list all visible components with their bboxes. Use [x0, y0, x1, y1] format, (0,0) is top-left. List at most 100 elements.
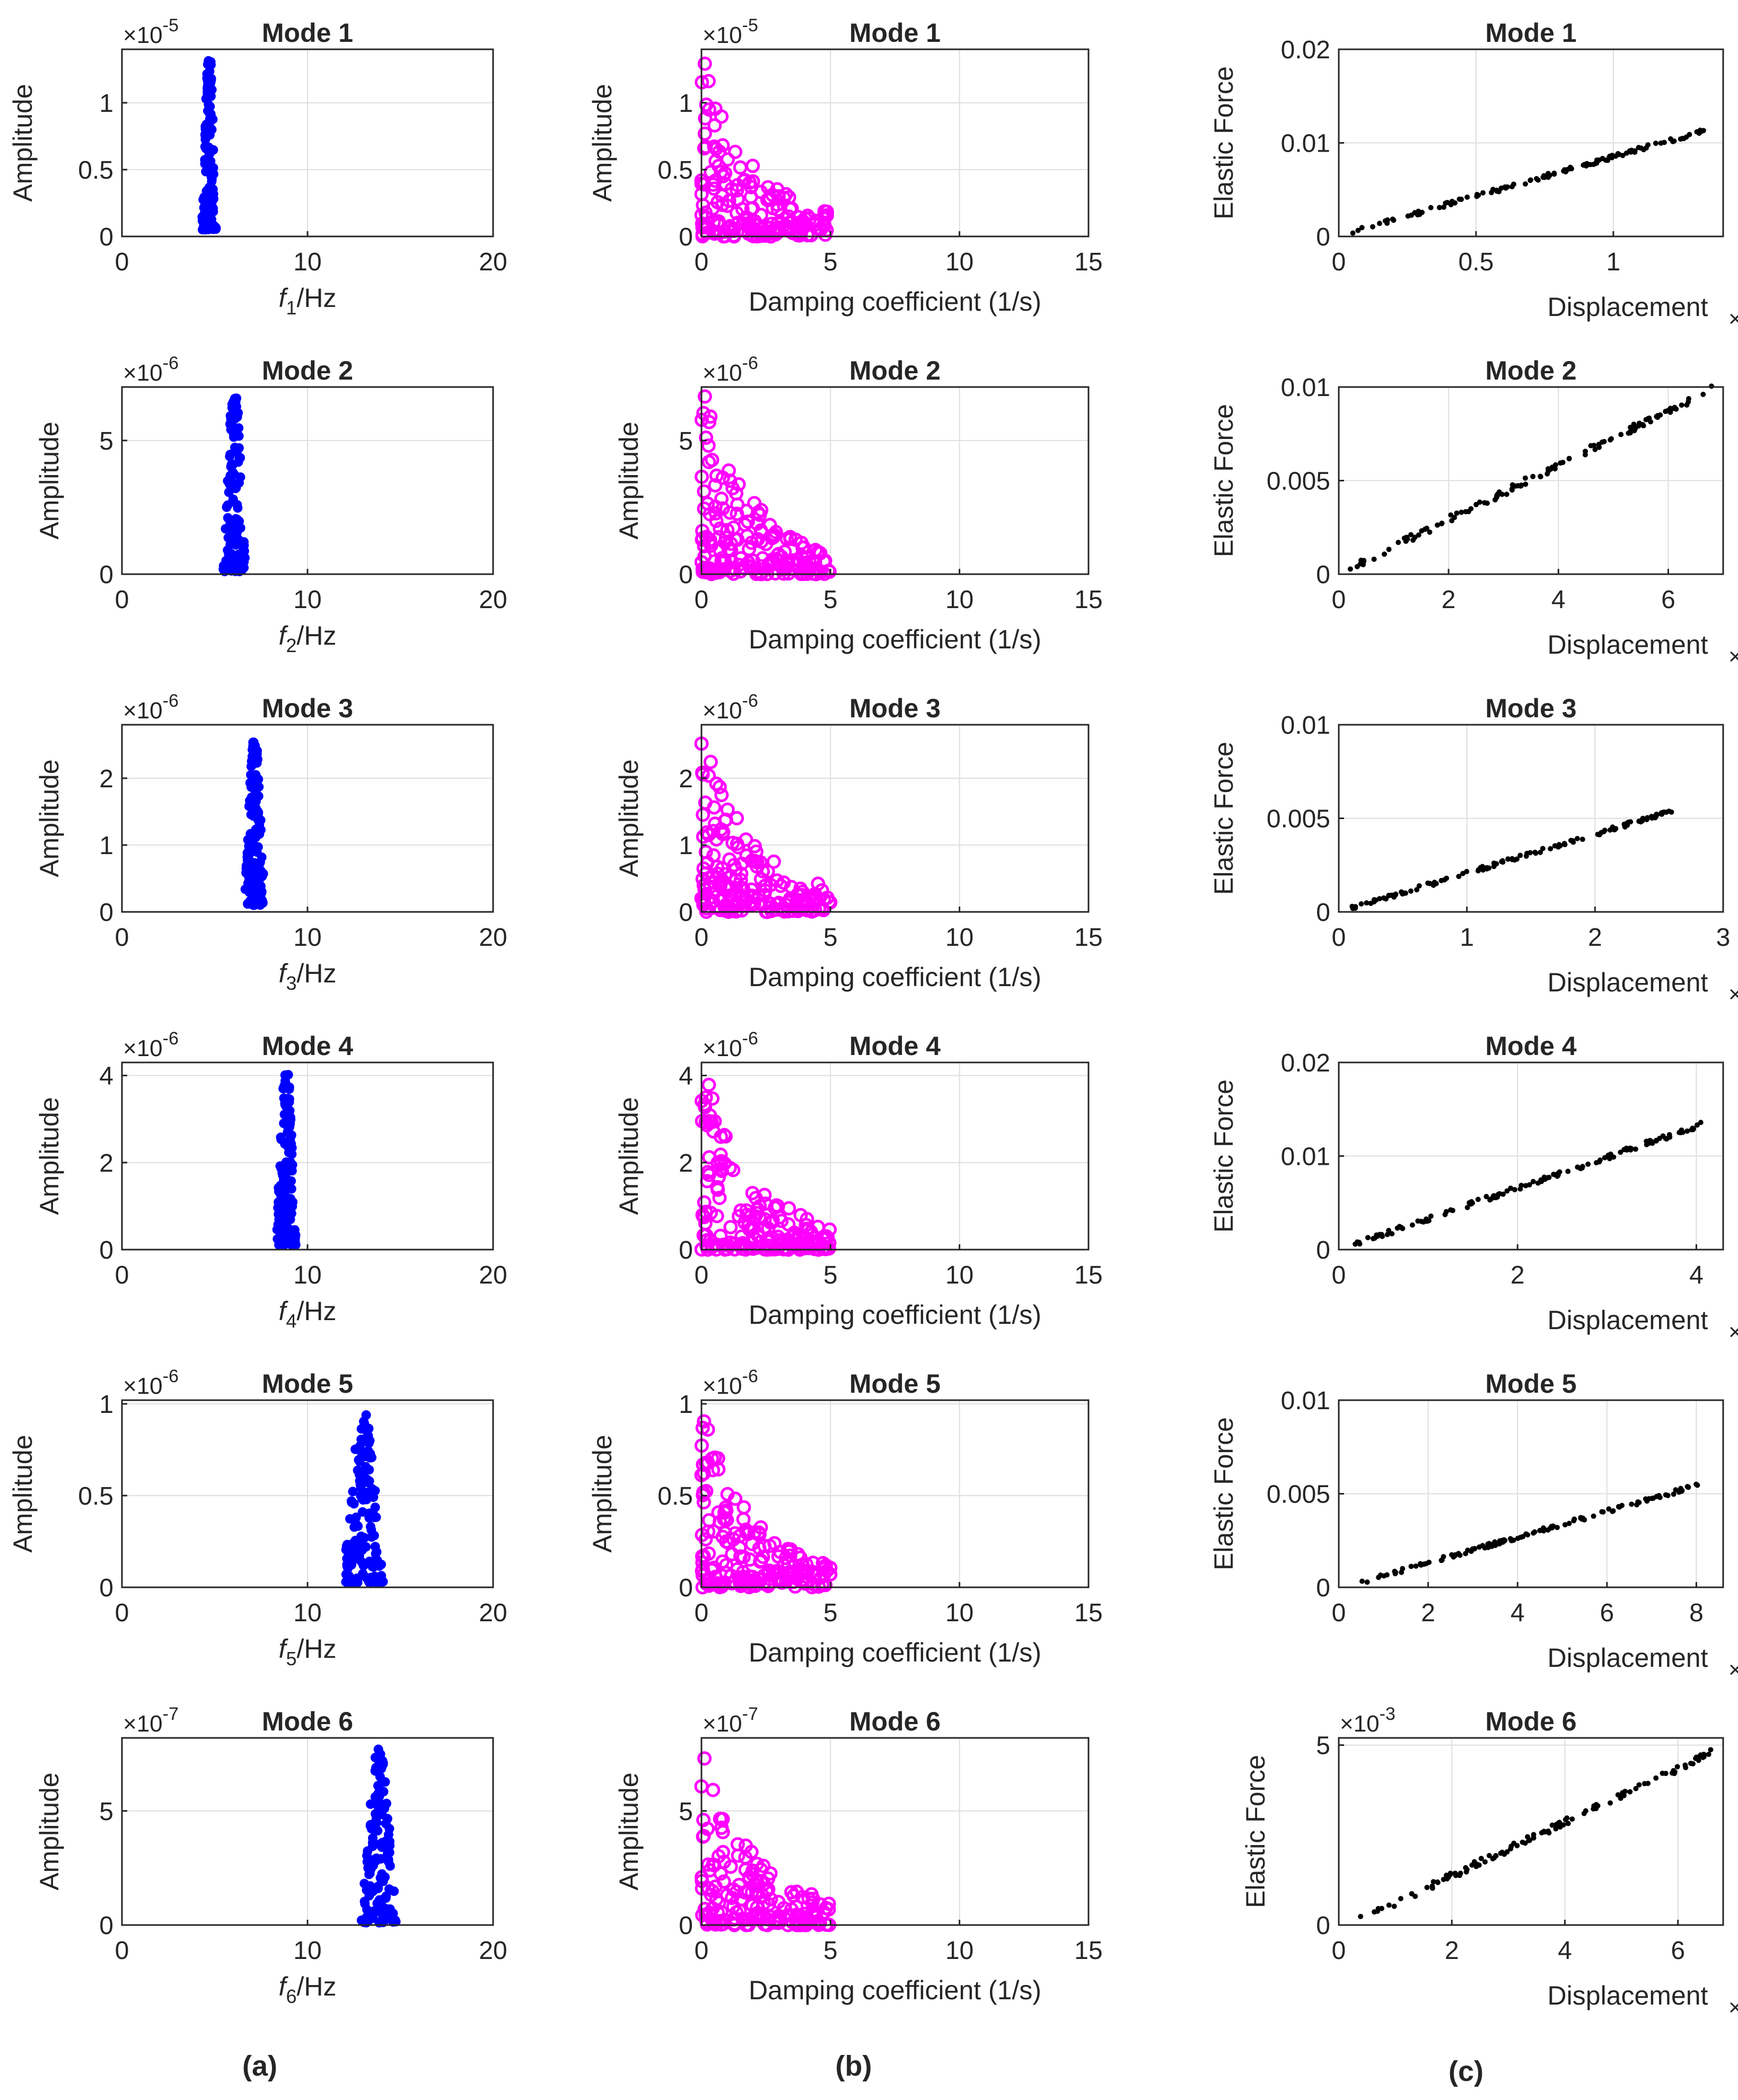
data-point	[368, 1562, 379, 1572]
data-points	[197, 56, 221, 235]
data-point	[1505, 856, 1511, 862]
y-tick-label: 0	[1316, 899, 1330, 927]
data-points	[694, 736, 838, 919]
chart-b-mode-2: 0 5 10 15 0 5 Mode 2 ×10-6 Damping coefficient (…	[614, 353, 1103, 654]
data-point	[773, 1210, 787, 1225]
data-point	[363, 1916, 373, 1926]
y-tick-label: 0	[99, 1912, 113, 1940]
data-point	[1426, 1559, 1432, 1565]
data-point	[1660, 1133, 1666, 1139]
data-point	[1448, 202, 1454, 208]
x-tick-label: 10	[293, 586, 321, 614]
data-point	[1428, 1213, 1434, 1219]
y-tick-label: 0.01	[1281, 711, 1330, 740]
x-tick-label: 10	[945, 924, 973, 952]
y-axis-label: Amplitude	[587, 84, 617, 201]
y-axis-label: Elastic Force	[1209, 66, 1239, 219]
data-point	[1602, 1155, 1608, 1161]
data-point	[1575, 1164, 1581, 1170]
x-tick-label: 2	[1421, 1599, 1435, 1627]
data-point	[753, 897, 768, 912]
axes-frame	[700, 1399, 1090, 1588]
data-point	[1499, 1849, 1505, 1855]
data-point	[1645, 815, 1651, 821]
data-point	[1562, 1522, 1568, 1527]
data-point	[744, 559, 759, 574]
data-point	[1386, 1227, 1392, 1233]
data-point	[1665, 1492, 1671, 1498]
x-tick-label: 0	[115, 1599, 129, 1627]
x-tick-label: 0	[115, 924, 129, 952]
x-tick-label: 6	[1661, 586, 1675, 614]
data-point	[720, 523, 735, 538]
data-point	[1579, 1165, 1585, 1171]
panel-label-b: (b)	[836, 2050, 872, 2082]
data-point	[1633, 1786, 1639, 1791]
data-point	[1549, 1525, 1555, 1531]
data-point	[697, 389, 712, 404]
data-point	[1706, 1752, 1711, 1758]
data-point	[1418, 1561, 1424, 1567]
data-point	[701, 1546, 716, 1561]
data-point	[245, 888, 256, 898]
data-point	[1544, 471, 1550, 477]
x-axis-label: Displacement	[1548, 1981, 1708, 2010]
chart-c-mode-1: 0 0.5 1 0 0.01 0.02 Mode 1 ×10-5 Displacement Ela…	[1209, 18, 1738, 332]
chart-c-mode-2: 0 2 4 6 0 0.005 0.01 Mode 2 ×10-6 Displacement Ela…	[1209, 356, 1738, 670]
chart-title: Mode 1	[849, 18, 941, 48]
data-point	[798, 211, 813, 226]
data-point	[1596, 157, 1602, 163]
data-point	[1450, 1208, 1455, 1214]
data-point	[1667, 1134, 1673, 1140]
x-tick-label: 1	[1460, 924, 1474, 952]
data-point	[781, 1556, 796, 1571]
x-tick-label: 0	[695, 1599, 709, 1627]
data-point	[1384, 1232, 1390, 1237]
data-point	[1454, 510, 1460, 516]
chart-title: Mode 4	[849, 1031, 941, 1061]
data-point	[1647, 1138, 1653, 1144]
x-tick-label: 20	[479, 248, 507, 276]
data-point	[1350, 906, 1356, 911]
data-point	[817, 892, 831, 907]
axes-frame	[700, 48, 1090, 238]
data-point	[697, 539, 712, 553]
data-point	[1624, 1147, 1630, 1153]
x-axis-label: f1/Hz	[279, 283, 337, 319]
data-point	[244, 855, 254, 865]
data-point	[696, 1209, 710, 1224]
data-point	[1618, 1149, 1623, 1155]
data-point	[1379, 1905, 1384, 1911]
data-point	[276, 1164, 286, 1174]
x-tick-label: 10	[293, 924, 321, 952]
data-point	[732, 1877, 747, 1892]
data-point	[234, 443, 244, 453]
y-tick-label: 0.02	[1281, 1049, 1330, 1077]
data-point	[708, 563, 723, 577]
x-tick-label: 4	[1558, 1937, 1572, 1965]
data-point	[747, 839, 762, 854]
data-point	[1517, 853, 1523, 858]
data-point	[1390, 216, 1395, 222]
data-point	[1409, 212, 1415, 218]
data-point	[246, 770, 256, 780]
x-tick-label: 20	[479, 1261, 507, 1289]
chart-a-mode-4: 0 10 20 0 2 4 Mode 4 ×10-6 f4/Hz Amplitude	[34, 1029, 507, 1332]
y-tick-label: 0	[1316, 1574, 1330, 1602]
data-point	[1520, 1534, 1526, 1540]
data-point	[252, 847, 262, 857]
x-axis-label: Displacement	[1548, 1305, 1708, 1335]
y-tick-label: 1	[99, 1391, 113, 1419]
data-point	[1531, 1530, 1537, 1536]
data-point	[1414, 887, 1420, 893]
data-point	[200, 225, 210, 235]
data-point	[376, 1760, 386, 1770]
y-tick-label: 0.005	[1267, 805, 1330, 833]
y-tick-label: 0	[679, 1912, 693, 1940]
data-point	[721, 152, 735, 167]
data-point	[1660, 1770, 1665, 1776]
y-tick-label: 1	[99, 832, 113, 860]
data-point	[762, 896, 777, 911]
data-point	[788, 532, 803, 547]
data-point	[345, 1557, 355, 1567]
